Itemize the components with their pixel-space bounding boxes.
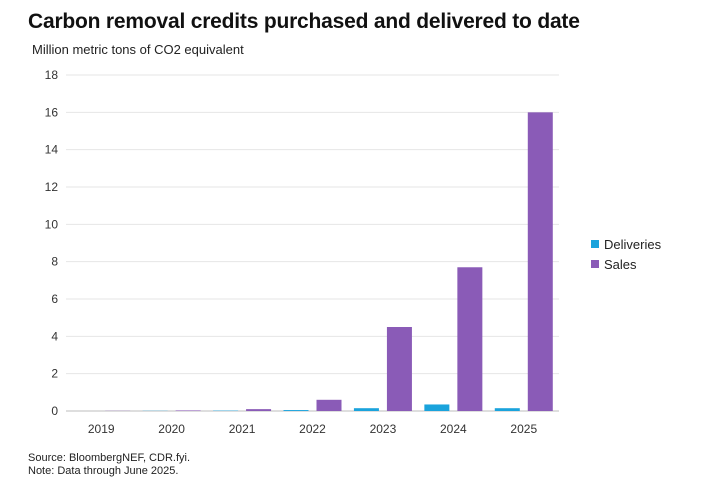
legend-item-deliveries: Deliveries [591,234,661,254]
bar-sales-2023 [386,327,412,411]
y-axis-ticks: 0 2 4 6 8 10 12 14 16 18 [45,68,59,418]
chart-subtitle: Million metric tons of CO2 equivalent [32,42,244,57]
x-tick-label: 2019 [88,422,115,436]
gridlines [66,74,559,412]
y-tick-label: 6 [51,292,58,306]
y-tick-label: 18 [45,68,59,82]
chart-footer: Source: BloombergNEF, CDR.fyi. Note: Dat… [28,452,190,478]
bar-sales-2024 [457,267,483,411]
x-tick-label: 2023 [370,422,397,436]
bar-sales-2025 [527,112,553,411]
legend-label-deliveries: Deliveries [604,236,662,252]
y-tick-label: 16 [45,105,59,119]
x-tick-label: 2021 [229,422,256,436]
chart-title: Carbon removal credits purchased and del… [28,10,580,33]
x-tick-label: 2025 [510,422,537,436]
x-tick-label: 2022 [299,422,326,436]
y-tick-label: 10 [45,217,59,231]
x-tick-label: 2020 [158,422,185,436]
x-tick-label: 2024 [440,422,467,436]
x-axis-ticks: 2019 2020 2021 2022 2023 2024 2025 [88,422,538,436]
legend-swatch-sales [591,260,599,268]
y-tick-label: 0 [51,404,58,418]
bar-sales-2022 [316,399,342,411]
bar-deliveries-2023 [353,408,379,411]
y-tick-label: 12 [45,180,59,194]
bars [105,112,553,411]
bar-sales-2020 [175,410,201,411]
legend-item-sales: Sales [591,254,661,274]
legend-label-sales: Sales [604,256,637,272]
y-tick-label: 14 [45,143,59,157]
source-note: Source: BloombergNEF, CDR.fyi. [28,452,190,464]
data-note: Note: Data through June 2025. [28,465,179,477]
bar-deliveries-2024 [424,404,450,411]
bar-deliveries-2025 [494,408,520,411]
y-tick-label: 8 [51,255,58,269]
bar-sales-2021 [246,409,272,411]
bar-deliveries-2022 [283,410,309,411]
legend: Deliveries Sales [591,234,661,274]
legend-swatch-deliveries [591,240,599,248]
y-tick-label: 4 [51,329,58,343]
y-tick-label: 2 [51,367,58,381]
